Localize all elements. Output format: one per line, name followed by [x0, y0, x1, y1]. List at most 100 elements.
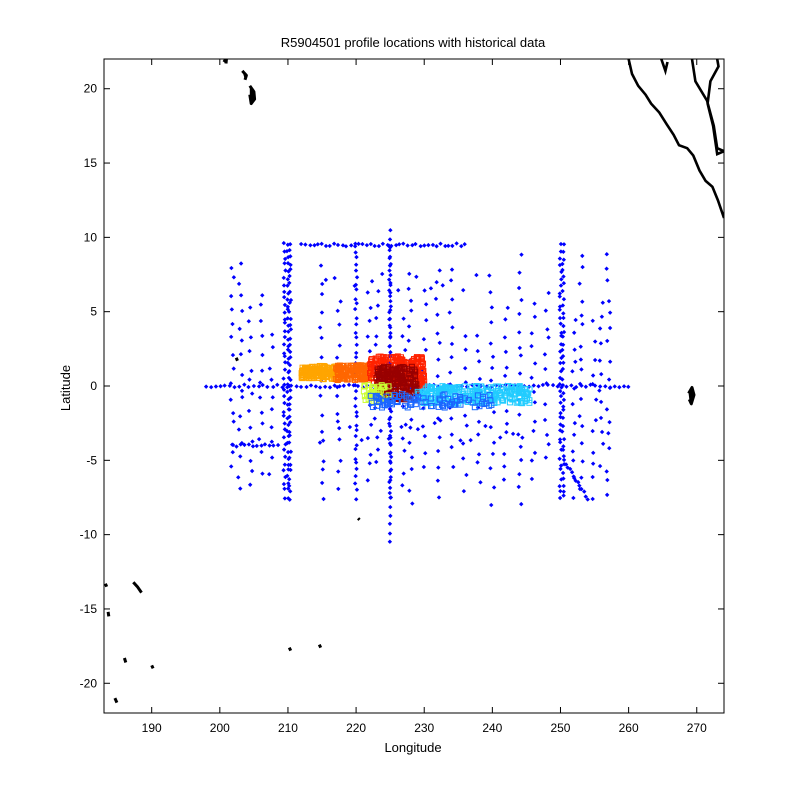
- trajectory-point-darkred: [374, 368, 381, 375]
- trajectory-point-midblue: [414, 397, 421, 404]
- historical-point: [488, 424, 493, 430]
- historical-point: [402, 448, 407, 453]
- trajectory-point-darkorange: [334, 376, 341, 383]
- trajectory-point-midblue: [420, 395, 427, 402]
- historical-point: [578, 344, 583, 349]
- historical-point: [580, 321, 585, 327]
- historical-point: [423, 451, 428, 456]
- historical-point: [498, 435, 503, 440]
- historical-point: [597, 384, 603, 389]
- historical-point: [477, 376, 483, 382]
- historical-point: [502, 373, 508, 379]
- historical-point: [569, 383, 574, 388]
- historical-point: [536, 384, 541, 389]
- historical-point: [281, 447, 287, 452]
- historical-point: [353, 268, 359, 273]
- historical-point: [561, 274, 566, 279]
- historical-point: [259, 368, 265, 373]
- historical-point: [288, 388, 293, 393]
- historical-point: [260, 471, 265, 476]
- historical-point: [502, 464, 507, 469]
- trajectory-point-midblue: [391, 391, 398, 398]
- historical-point: [604, 407, 610, 412]
- historical-point: [558, 393, 564, 399]
- historical-point: [386, 277, 392, 282]
- trajectory-point-orange: [322, 368, 329, 375]
- historical-point: [286, 483, 292, 489]
- historical-point: [257, 395, 263, 400]
- historical-point: [532, 361, 538, 366]
- historical-point: [282, 317, 288, 322]
- historical-point: [336, 469, 341, 474]
- historical-point: [529, 476, 535, 482]
- trajectory-point-darkred: [401, 378, 408, 385]
- trajectory-point-midblue: [415, 393, 422, 400]
- cook-islands-island: [287, 646, 293, 652]
- trajectory-point-midblue: [436, 395, 443, 402]
- historical-point: [597, 463, 603, 469]
- historical-point: [532, 450, 538, 456]
- historical-point: [285, 304, 291, 309]
- historical-point: [375, 435, 380, 440]
- historical-point: [583, 384, 589, 389]
- historical-point: [246, 408, 252, 414]
- historical-point: [282, 427, 288, 432]
- historical-point: [288, 322, 293, 328]
- historical-point: [282, 360, 288, 365]
- historical-point: [409, 466, 414, 472]
- historical-point: [607, 325, 613, 331]
- historical-point: [558, 466, 563, 472]
- historical-point: [388, 415, 393, 420]
- historical-point: [288, 462, 293, 468]
- historical-point: [388, 334, 393, 339]
- historical-point: [543, 308, 549, 313]
- historical-point: [474, 333, 480, 338]
- historical-point: [388, 513, 393, 519]
- historical-point: [531, 389, 537, 395]
- historical-point: [237, 326, 242, 332]
- historical-point: [476, 432, 481, 437]
- historical-point: [281, 393, 287, 399]
- historical-point: [286, 309, 292, 314]
- historical-point: [285, 389, 290, 395]
- trajectory-point-midblue: [487, 397, 494, 404]
- historical-point: [327, 243, 332, 249]
- historical-point: [561, 315, 566, 321]
- historical-point: [440, 283, 445, 288]
- historical-point: [282, 334, 288, 340]
- historical-point: [269, 455, 275, 460]
- trajectory-point-cyan: [508, 383, 515, 390]
- historical-point: [612, 384, 617, 389]
- historical-point: [571, 330, 577, 335]
- historical-point: [287, 368, 292, 374]
- historical-point: [576, 480, 581, 485]
- historical-point: [578, 396, 584, 402]
- historical-point: [449, 444, 454, 450]
- historical-point: [580, 459, 585, 464]
- historical-point: [248, 305, 253, 310]
- historical-point: [369, 279, 375, 284]
- historical-point: [603, 384, 608, 389]
- historical-point: [388, 477, 393, 483]
- historical-point: [288, 262, 293, 268]
- historical-point: [353, 355, 359, 360]
- central-america-coast-line: [690, 59, 724, 156]
- historical-point: [561, 249, 566, 255]
- trajectory-point-cyan: [497, 383, 504, 390]
- historical-point: [346, 382, 352, 388]
- historical-point: [449, 297, 455, 302]
- historical-point: [599, 314, 605, 319]
- trajectory-point-midblue: [398, 391, 405, 398]
- historical-point: [560, 377, 565, 382]
- historical-point: [256, 436, 262, 442]
- historical-point: [516, 432, 521, 437]
- historical-point: [405, 243, 410, 248]
- historical-point: [258, 302, 264, 307]
- historical-point: [502, 451, 507, 457]
- historical-point: [388, 272, 393, 278]
- historical-point: [558, 414, 563, 420]
- historical-point: [561, 476, 566, 481]
- historical-point: [518, 353, 524, 358]
- trajectory-point-midblue: [451, 401, 458, 408]
- historical-point: [423, 302, 429, 307]
